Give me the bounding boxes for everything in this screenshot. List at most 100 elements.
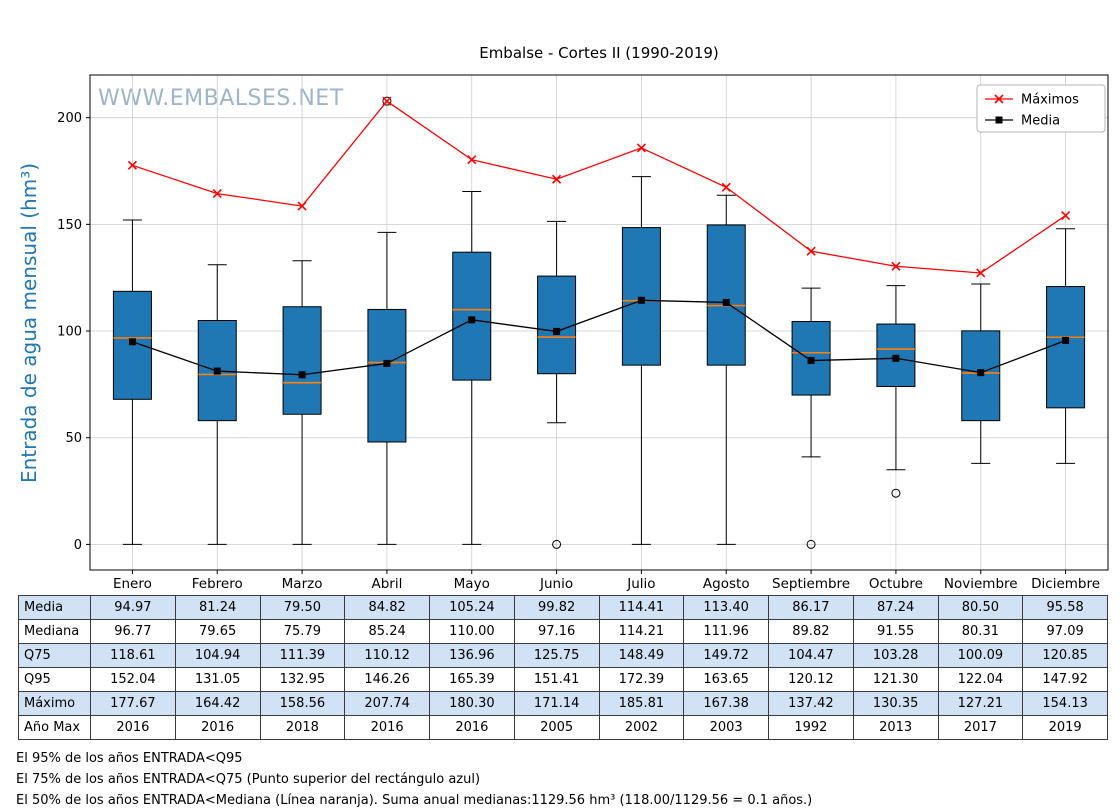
box-marzo xyxy=(282,306,322,415)
row-label: Máximo xyxy=(18,691,91,716)
row-label: Año Max xyxy=(18,715,91,740)
table-cell: 172.39 xyxy=(598,667,685,692)
table-cell: 158.56 xyxy=(259,691,346,716)
table-cell: 80.50 xyxy=(937,595,1024,620)
square-marker xyxy=(383,359,391,367)
table-cell: 154.13 xyxy=(1022,691,1108,716)
table-row-media: Media 94.97 81.24 79.50 84.82 105.24 99.82 114.… xyxy=(18,595,1108,620)
table-cell: 85.24 xyxy=(344,619,430,644)
row-label: Mediana xyxy=(18,619,91,644)
table-cell: 114.41 xyxy=(598,595,685,620)
x-marker xyxy=(891,261,901,271)
square-marker xyxy=(977,369,985,377)
table-cell: 2013 xyxy=(852,715,939,740)
table-cell: 2016 xyxy=(429,715,515,740)
table-cell: 127.21 xyxy=(937,691,1024,716)
table-row-q75: Q75 118.61 104.94 111.39 110.12 136.96 125.75 1… xyxy=(18,643,1108,668)
x-tick-label: Marzo xyxy=(282,576,323,592)
chart-title: Embalse - Cortes II (1990-2019) xyxy=(479,44,719,62)
table-cell: 152.04 xyxy=(90,667,176,692)
table-cell: 95.58 xyxy=(1022,595,1108,620)
table-cell: 110.12 xyxy=(344,643,430,668)
table-row-año-max: Año Max 2016 2016 2018 2016 2016 2005 2002 2003 1… xyxy=(18,715,1108,740)
table-cell: 2017 xyxy=(937,715,1024,740)
square-marker xyxy=(637,296,645,304)
table-cell: 79.65 xyxy=(174,619,261,644)
table-cell: 120.12 xyxy=(768,667,854,692)
footnote-mediana: El 50% de los años ENTRADA<Mediana (Líne… xyxy=(16,793,813,808)
table-cell: 87.24 xyxy=(852,595,939,620)
table-cell: 2003 xyxy=(683,715,769,740)
y-tick-label: 150 xyxy=(57,218,82,233)
y-tick-label: 100 xyxy=(57,325,82,340)
footnote-q75: El 75% de los años ENTRADA<Q75 (Punto su… xyxy=(16,772,481,787)
square-marker xyxy=(807,357,815,365)
x-tick-label: Mayo xyxy=(454,576,490,592)
y-tick-label: 0 xyxy=(74,538,82,553)
footnote-q95: El 95% de los años ENTRADA<Q95 xyxy=(16,751,243,766)
table-cell: 118.61 xyxy=(90,643,176,668)
table-cell: 207.74 xyxy=(344,691,430,716)
table-cell: 171.14 xyxy=(513,691,600,716)
table-cell: 81.24 xyxy=(174,595,261,620)
outlier-marker xyxy=(806,539,816,549)
series-line-media xyxy=(132,299,1066,376)
box-julio xyxy=(621,227,661,366)
table-cell: 111.39 xyxy=(259,643,346,668)
x-marker xyxy=(382,96,392,106)
series-line-maximos xyxy=(132,100,1066,274)
table-cell: 164.42 xyxy=(174,691,261,716)
table-cell: 165.39 xyxy=(429,667,515,692)
table-cell: 180.30 xyxy=(429,691,515,716)
box-enero xyxy=(112,290,152,400)
table-cell: 94.97 xyxy=(90,595,176,620)
table-cell: 110.00 xyxy=(429,619,515,644)
table-cell: 86.17 xyxy=(768,595,854,620)
x-marker xyxy=(721,182,731,192)
table-row-q95: Q95 152.04 131.05 132.95 146.26 165.39 151.41 1… xyxy=(18,667,1108,692)
table-cell: 122.04 xyxy=(937,667,1024,692)
table-cell: 163.65 xyxy=(683,667,769,692)
x-tick-label: Junio xyxy=(539,576,573,592)
x-tick-label: Julio xyxy=(626,576,655,592)
outlier-marker xyxy=(891,488,901,498)
box-abril xyxy=(367,308,407,443)
legend-label: Máximos xyxy=(1021,93,1079,108)
table-cell: 80.31 xyxy=(937,619,1024,644)
plot-border xyxy=(89,74,1109,571)
table-cell: 113.40 xyxy=(683,595,769,620)
table-cell: 2019 xyxy=(1022,715,1108,740)
table-cell: 148.49 xyxy=(598,643,685,668)
square-marker xyxy=(298,371,306,379)
legend-label: Media xyxy=(1021,114,1060,129)
square-marker xyxy=(213,367,221,375)
table-cell: 97.09 xyxy=(1022,619,1108,644)
table-cell: 132.95 xyxy=(259,667,346,692)
table-cell: 2002 xyxy=(598,715,685,740)
table-cell: 167.38 xyxy=(683,691,769,716)
table-cell: 114.21 xyxy=(598,619,685,644)
square-marker xyxy=(1062,336,1070,344)
table-cell: 97.16 xyxy=(513,619,600,644)
square-marker xyxy=(722,298,730,306)
x-marker xyxy=(297,201,307,211)
x-tick-label: Septiembre xyxy=(772,576,850,592)
table-cell: 105.24 xyxy=(429,595,515,620)
x-tick-label: Agosto xyxy=(703,576,750,592)
table-cell: 120.85 xyxy=(1022,643,1108,668)
x-marker xyxy=(806,246,816,256)
legend-x-marker xyxy=(994,94,1004,104)
table-cell: 146.26 xyxy=(344,667,430,692)
square-marker xyxy=(892,354,900,362)
table-cell: 137.42 xyxy=(768,691,854,716)
table-cell: 103.28 xyxy=(852,643,939,668)
table-cell: 75.79 xyxy=(259,619,346,644)
table-cell: 2016 xyxy=(344,715,430,740)
table-cell: 2016 xyxy=(174,715,261,740)
table-cell: 104.94 xyxy=(174,643,261,668)
table-cell: 99.82 xyxy=(513,595,600,620)
table-cell: 130.35 xyxy=(852,691,939,716)
table-cell: 125.75 xyxy=(513,643,600,668)
x-marker xyxy=(212,189,222,199)
